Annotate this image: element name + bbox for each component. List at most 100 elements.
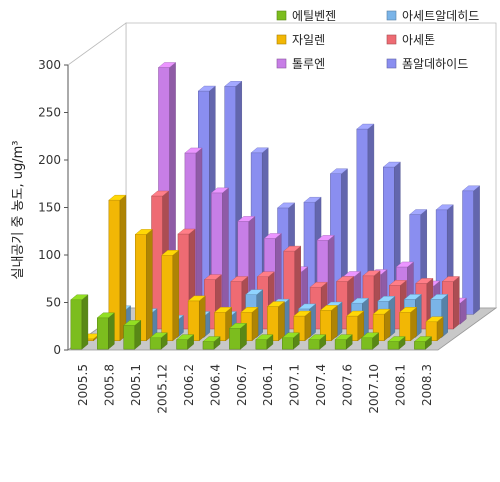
- bar-front: [202, 341, 215, 350]
- bar: [461, 185, 481, 315]
- bar-side: [81, 294, 89, 350]
- bar: [308, 334, 327, 350]
- bar-top: [350, 298, 370, 304]
- bar-top: [255, 334, 274, 340]
- legend-swatch: [276, 10, 287, 21]
- bar-front: [97, 317, 109, 350]
- bar: [134, 228, 153, 342]
- y-tick-label: 50: [46, 296, 61, 310]
- legend-item: 아세톤: [386, 33, 435, 47]
- bar: [360, 332, 380, 350]
- bar-top: [316, 235, 335, 241]
- bar-top: [382, 161, 401, 168]
- bar-front: [255, 339, 268, 350]
- bar-top: [240, 307, 259, 313]
- x-tick-label: 2006.4: [208, 364, 222, 406]
- legend-label: 톨루엔: [292, 57, 325, 71]
- bar-top: [293, 310, 312, 317]
- bar-top: [184, 147, 203, 154]
- bar: [399, 306, 418, 342]
- bar-side: [172, 249, 180, 342]
- bar-top: [263, 233, 282, 239]
- y-tick-label: 250: [38, 106, 61, 120]
- x-tick-label: 2008.3: [420, 364, 434, 406]
- bar: [175, 334, 195, 350]
- legend-swatch: [386, 10, 397, 21]
- legend-item: 폼알데하이드: [386, 57, 468, 71]
- bar-top: [210, 187, 229, 194]
- x-tick-label: 2005.12: [156, 364, 170, 414]
- bar: [161, 249, 180, 342]
- bar-top: [224, 81, 243, 87]
- bar: [187, 295, 206, 342]
- bar: [214, 306, 233, 342]
- bar-top: [346, 310, 365, 317]
- legend-item: 톨루엔: [276, 57, 325, 71]
- bar: [210, 187, 229, 325]
- bar: [149, 332, 168, 350]
- bar-top: [377, 296, 396, 302]
- bar-front: [123, 325, 136, 350]
- bar: [293, 310, 312, 342]
- y-tick-label: 0: [53, 343, 61, 357]
- bar-top: [335, 276, 355, 282]
- bar-side: [410, 306, 417, 342]
- legend-label: 아세톤: [402, 33, 435, 47]
- bar: [108, 194, 127, 342]
- bar-top: [197, 85, 216, 92]
- bar-front: [176, 339, 188, 350]
- bar-top: [70, 294, 89, 300]
- bar-top: [175, 334, 195, 340]
- bar-top: [413, 336, 433, 342]
- bar-side: [119, 194, 127, 342]
- bar-top: [308, 334, 327, 340]
- bar-top: [276, 202, 296, 209]
- legend-label: 폼알데하이드: [402, 57, 468, 71]
- bar-top: [281, 332, 300, 338]
- x-tick-label: 2007.6: [341, 364, 355, 406]
- x-tick-label: 2006.1: [261, 364, 275, 406]
- bars: [70, 62, 481, 350]
- x-tick-label: 2007.4: [314, 364, 328, 406]
- bar-side: [199, 295, 206, 342]
- bar: [228, 322, 248, 350]
- bar: [387, 336, 406, 350]
- bar-top: [399, 307, 418, 313]
- bar-top: [108, 194, 127, 201]
- bar-top: [283, 245, 302, 252]
- bar: [283, 245, 302, 330]
- bar-top: [403, 294, 422, 300]
- legend-item: 자일렌: [276, 33, 325, 47]
- bar-top: [214, 307, 233, 313]
- bar-top: [177, 228, 196, 235]
- bar-front: [387, 341, 400, 350]
- legend-swatch: [276, 58, 287, 69]
- legend-label: 자일렌: [292, 33, 325, 47]
- bar-top: [334, 334, 353, 340]
- x-tick-label: 2008.1: [393, 364, 407, 406]
- bar-top: [415, 278, 434, 284]
- bar-top: [134, 229, 153, 235]
- bar: [281, 332, 300, 350]
- bar: [425, 316, 444, 342]
- bar-top: [202, 336, 221, 342]
- bar-top: [395, 261, 414, 268]
- bar-top: [461, 185, 481, 192]
- bar-top: [161, 250, 180, 256]
- bar-top: [409, 209, 428, 215]
- bar-front: [70, 299, 83, 350]
- bar-top: [319, 305, 338, 311]
- bar-side: [331, 304, 338, 342]
- legend-item: 아세트알데히드: [386, 9, 479, 23]
- bar-side: [453, 276, 460, 330]
- legend-swatch: [276, 34, 287, 45]
- bar-top: [230, 276, 249, 282]
- bar-side: [473, 185, 480, 315]
- y-axis: 0 50 100 150 200 250 300: [38, 58, 69, 357]
- x-tick-label: 2005.1: [129, 364, 143, 406]
- bar-top: [362, 270, 381, 276]
- bar-side: [146, 228, 153, 342]
- bar-side: [384, 308, 391, 342]
- bar-top: [435, 204, 454, 211]
